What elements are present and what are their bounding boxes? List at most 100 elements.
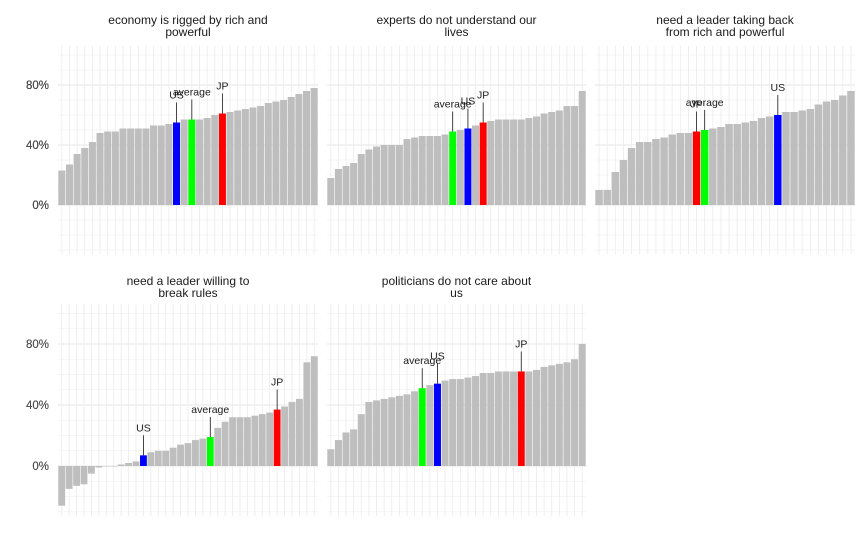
panel-title: break rules [158, 286, 217, 300]
y-tick-label: 80% [26, 80, 49, 92]
bar [555, 363, 563, 466]
bar [350, 163, 358, 205]
bar [119, 128, 127, 205]
bar [257, 106, 265, 205]
y-tick-label: 80% [26, 339, 49, 351]
bar [668, 134, 676, 205]
bar-us [433, 383, 441, 466]
bar [502, 119, 510, 205]
annotation-label-us: US [169, 90, 184, 102]
bar [627, 148, 636, 205]
bar [58, 170, 66, 205]
bar-average [188, 119, 196, 205]
bar [660, 137, 668, 205]
bar [134, 128, 142, 205]
bar [221, 421, 229, 466]
bar [258, 414, 266, 466]
y-tick-label: 40% [26, 400, 49, 412]
bar [525, 118, 533, 205]
bar [357, 414, 365, 466]
bar [395, 145, 403, 205]
bar [502, 371, 510, 466]
annotation-label-us: US [430, 351, 445, 363]
bar [472, 125, 480, 205]
bar [244, 417, 251, 466]
panel-title: need a leader taking back [656, 13, 794, 27]
bar [578, 344, 586, 466]
bar-us [464, 128, 472, 205]
bar [619, 160, 628, 205]
bar [525, 371, 533, 466]
bar-jp [479, 122, 487, 205]
bar [717, 127, 725, 205]
bar [464, 377, 472, 466]
bar-average [206, 437, 214, 466]
bar [184, 443, 192, 466]
bar [782, 112, 790, 205]
bar-us [140, 455, 147, 466]
bar-jp [692, 131, 701, 205]
bar [229, 417, 236, 466]
bar [88, 466, 95, 474]
bar [288, 401, 296, 466]
bar [510, 119, 518, 205]
bar [487, 121, 495, 205]
bar [65, 164, 73, 205]
y-tick-label: 80% [26, 80, 49, 92]
y-tick-label: 40% [26, 140, 49, 152]
bar [814, 104, 823, 205]
bar [177, 444, 184, 466]
y-tick-label: 40% [26, 400, 49, 412]
bar [798, 110, 806, 205]
annotation-label-jp: JP [690, 99, 702, 111]
bar [287, 97, 295, 205]
panel-title: need a leader willing to [127, 274, 250, 288]
bar [548, 365, 556, 466]
bar [102, 466, 110, 467]
bar [342, 166, 350, 205]
bar [80, 466, 88, 485]
bar [169, 447, 177, 466]
bar [280, 100, 288, 205]
bar [472, 376, 480, 466]
bar [441, 134, 449, 205]
bar [199, 438, 207, 466]
bar [709, 128, 717, 205]
annotation-label-jp: JP [477, 90, 489, 102]
annotation-label-average: average [403, 355, 441, 367]
bar [540, 366, 548, 466]
bar [426, 385, 434, 466]
panel-title: lives [444, 25, 468, 39]
bar [433, 136, 441, 205]
bar [757, 118, 766, 205]
bar [456, 379, 464, 466]
bar [411, 391, 419, 466]
bar [111, 131, 119, 205]
bar [388, 145, 396, 205]
bar [96, 133, 104, 205]
annotation-label-us: US [461, 96, 476, 108]
bar [380, 145, 388, 205]
bar [334, 169, 342, 205]
bar [830, 100, 839, 205]
y-tick-label: 0% [32, 461, 49, 473]
bar-average [418, 388, 426, 466]
bar [88, 142, 96, 205]
bar [733, 124, 741, 205]
bar [479, 372, 487, 466]
bar [350, 429, 358, 466]
y-tick-label: 40% [26, 140, 49, 152]
bar [73, 154, 81, 205]
y-tick-label: 0% [32, 461, 49, 473]
bar [157, 125, 165, 205]
bar-average [700, 130, 709, 205]
bar [403, 394, 411, 466]
bar [365, 401, 373, 466]
bar [95, 466, 103, 468]
bar [563, 106, 571, 205]
bar [234, 110, 242, 205]
bar [327, 449, 335, 466]
bar [162, 450, 170, 466]
y-tick-label: 80% [26, 339, 49, 351]
